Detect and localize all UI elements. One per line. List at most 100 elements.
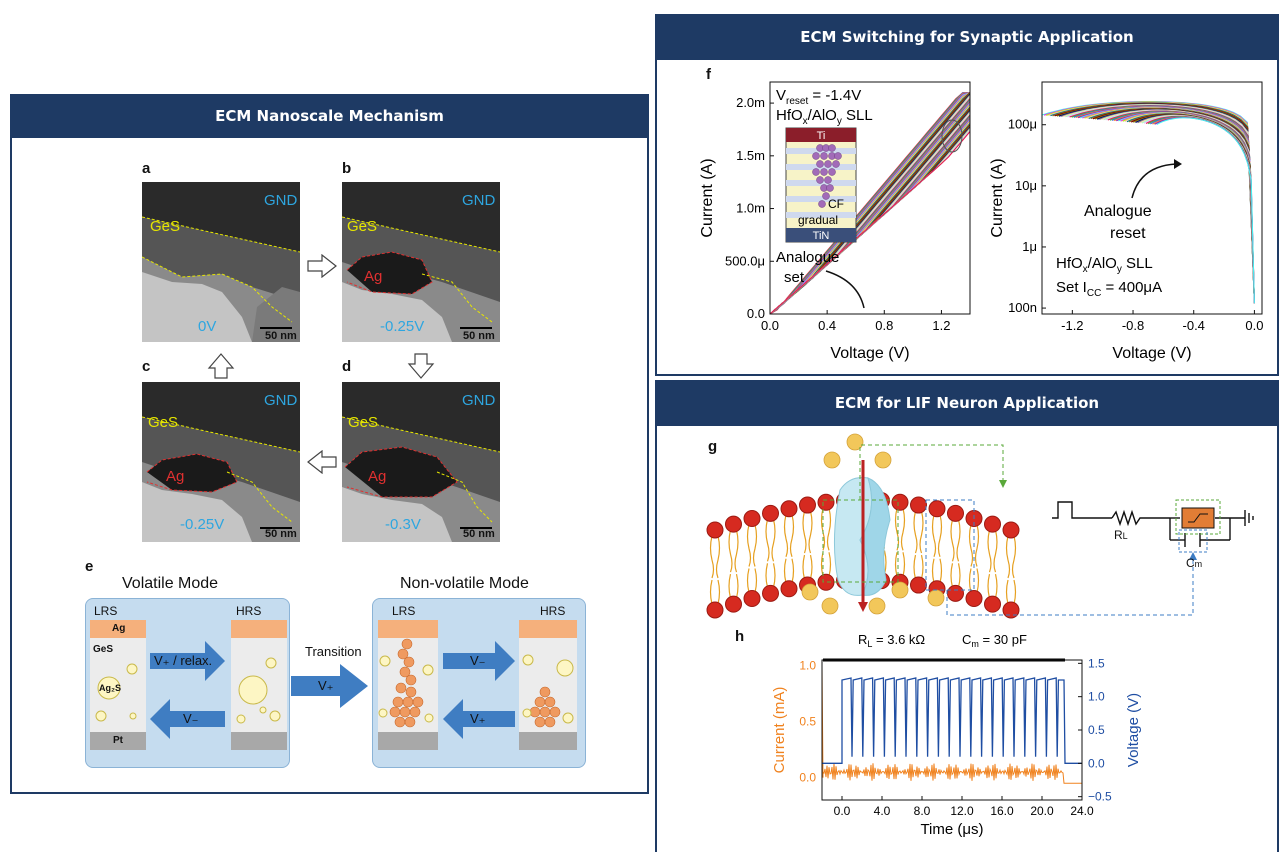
nonvolatile-hrs-label: HRS bbox=[540, 604, 566, 618]
lipid-tail bbox=[715, 535, 721, 579]
lipid-head bbox=[947, 504, 964, 522]
x-tick-label: -1.2 bbox=[1061, 318, 1083, 333]
x-tick-label: 8.0 bbox=[914, 804, 931, 818]
x-tick-label: 0.0 bbox=[1245, 318, 1263, 333]
lipid-tail bbox=[920, 554, 924, 580]
volatile-hrs-cell bbox=[231, 620, 287, 750]
lipid-tail bbox=[717, 579, 721, 605]
x-axis-label: Time (μs) bbox=[920, 821, 983, 838]
y-right-tick-label: −0.5 bbox=[1088, 790, 1112, 804]
y-tick-label: 1μ bbox=[1022, 239, 1037, 254]
tem-b-gnd: GND bbox=[462, 192, 496, 209]
tem-b-voltage: -0.25V bbox=[380, 318, 425, 335]
volatile-lrs-label: LRS bbox=[94, 604, 118, 618]
tem-image-d bbox=[342, 382, 500, 542]
material-annotation: HfOx/AlOy SLL bbox=[1056, 255, 1153, 275]
lipid-head bbox=[725, 595, 742, 613]
lipid-tail bbox=[1005, 535, 1011, 579]
tem-image-b bbox=[342, 182, 500, 342]
lipid-head bbox=[984, 515, 1001, 533]
x-tick-label: 0.0 bbox=[761, 318, 779, 333]
voltage-trace bbox=[822, 677, 1082, 764]
lipid-head bbox=[817, 493, 835, 511]
lipid-head bbox=[984, 595, 1001, 613]
tem-image-c-graphic bbox=[142, 382, 300, 542]
nonvolatile-reset-label: V₋ bbox=[470, 653, 486, 668]
lipid-head bbox=[743, 590, 761, 608]
panel-f-letter: f bbox=[706, 66, 711, 83]
nonvolatile-mode-title: Non-volatile Mode bbox=[400, 575, 529, 592]
lipid-tail bbox=[802, 510, 807, 554]
material-annotation: HfOx/AlOy SLL bbox=[776, 107, 873, 127]
lipid-tail bbox=[728, 574, 732, 599]
device-inset: Ti TiN CF gradual bbox=[785, 127, 857, 243]
lipid-head bbox=[799, 496, 816, 514]
lipid-tail bbox=[900, 508, 906, 551]
lipid-head bbox=[762, 504, 779, 522]
arrow-c-to-a-icon bbox=[207, 353, 235, 379]
cm-label: Cm bbox=[1186, 556, 1203, 570]
lipid-tail bbox=[939, 558, 943, 583]
lipid-head bbox=[1002, 601, 1020, 619]
y-tick-label: 100μ bbox=[1008, 117, 1037, 132]
lipid-tail bbox=[987, 574, 991, 599]
lipid-head bbox=[1002, 521, 1020, 539]
analogue-reset-label: Analogue bbox=[1084, 203, 1152, 220]
y-left-axis-label: Current (mA) bbox=[771, 687, 788, 774]
tem-image-c bbox=[142, 382, 300, 542]
nonvolatile-lrs-label: LRS bbox=[392, 604, 416, 618]
lipid-tail bbox=[746, 568, 750, 593]
ag-atom bbox=[824, 176, 832, 184]
lipid-tail bbox=[728, 530, 733, 573]
tem-image-a bbox=[142, 182, 300, 342]
inset-ti bbox=[786, 128, 856, 142]
tem-image-d-graphic bbox=[342, 382, 500, 542]
top-right-panel-header: ECM Switching for Synaptic Application bbox=[655, 14, 1279, 60]
y-left-tick-label: 1.0 bbox=[799, 659, 816, 673]
capacitor-highlight-box bbox=[1178, 529, 1208, 553]
lipid-tail bbox=[754, 568, 758, 593]
reset-curve bbox=[1050, 102, 1255, 304]
ag-atom bbox=[828, 168, 836, 176]
ag-atom bbox=[816, 160, 824, 168]
lipid-head bbox=[780, 580, 798, 598]
lipid-tail bbox=[771, 519, 776, 562]
x-tick-label: 1.2 bbox=[932, 318, 950, 333]
ag-atom bbox=[828, 144, 836, 152]
lipid-tail bbox=[735, 574, 739, 599]
lipid-head bbox=[910, 576, 927, 594]
set-curve bbox=[769, 91, 971, 315]
y-right-tick-label: 1.5 bbox=[1088, 656, 1105, 670]
lipid-tail bbox=[709, 535, 715, 579]
chart-f-linear: 0.0 0.4 0.8 1.2 0.0 500.0μ 1.0m 1.5m 2.0m Voltage… bbox=[699, 81, 971, 362]
ag-atom bbox=[818, 200, 826, 208]
tem-letter-d: d bbox=[342, 358, 352, 375]
panel-e-diagram bbox=[90, 620, 577, 750]
x-tick-label: -0.8 bbox=[1122, 318, 1144, 333]
set-curve bbox=[769, 91, 970, 315]
lipid-tail bbox=[993, 530, 998, 573]
ag-atom bbox=[826, 184, 834, 192]
volatile-set-label: V₊ / relax. bbox=[154, 653, 213, 668]
lipid-tail bbox=[974, 524, 980, 567]
lipid-tail bbox=[957, 563, 961, 588]
membrane-connector-arrow-icon bbox=[1189, 552, 1197, 560]
lipid-tail bbox=[826, 508, 832, 551]
tem-d-scale: 50 nm bbox=[463, 528, 495, 540]
volatile-ag-label: Ag bbox=[112, 623, 126, 634]
lipid-tail bbox=[783, 558, 787, 583]
lipid-tail bbox=[931, 558, 935, 583]
ag-atom bbox=[822, 192, 830, 200]
nonvolatile-set-arrow-icon bbox=[443, 699, 515, 739]
ion-channel-right bbox=[859, 477, 891, 596]
lipid-tail bbox=[746, 524, 752, 567]
lipid-tail bbox=[752, 524, 758, 567]
inset-gradual-label: gradual bbox=[798, 213, 838, 227]
lipid-tail bbox=[919, 510, 924, 554]
tem-a-scale: 50 nm bbox=[265, 330, 297, 342]
lipid-tail bbox=[802, 554, 806, 580]
inset-layer bbox=[786, 196, 856, 202]
lipid-tail bbox=[709, 579, 713, 605]
lipid-tail bbox=[894, 552, 898, 577]
analogue-reset-arrow bbox=[1131, 163, 1177, 199]
